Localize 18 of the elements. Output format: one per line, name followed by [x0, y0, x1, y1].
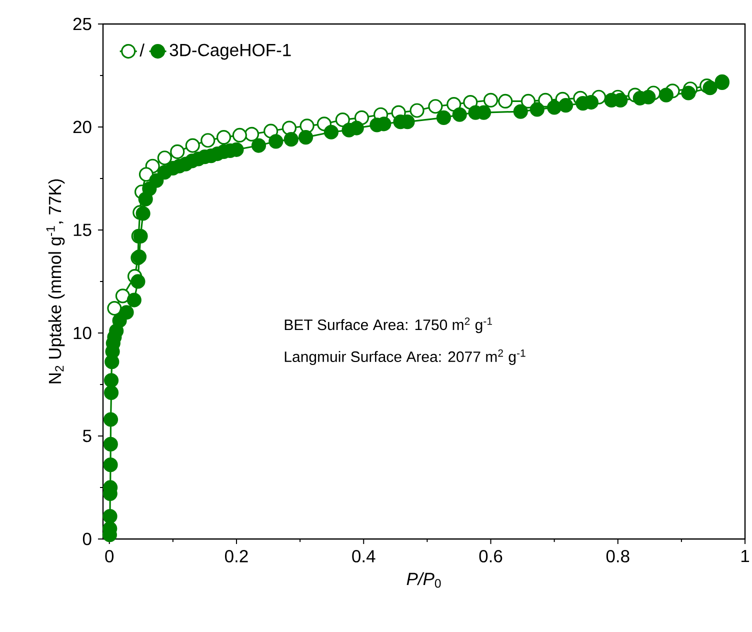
x-tick-label: 0.8 — [606, 550, 630, 562]
x-tick-label: 0.2 — [225, 550, 248, 562]
y-tick-label: 15 — [74, 224, 92, 236]
y-tick-label: 0 — [82, 532, 92, 546]
annotation: Langmuir Surface Area: 2077 m$^{2}$ g$^{-1}$ — [284, 349, 526, 366]
x-tick-label: 0 — [105, 550, 114, 562]
x-tick-label: 0.4 — [352, 550, 376, 562]
x-axis-title: P/P$_{0}$ — [406, 572, 441, 588]
y-tick-label: 10 — [74, 326, 92, 340]
y-tick-label: 25 — [73, 18, 92, 30]
x-tick-label: 1 — [741, 550, 750, 562]
y-tick-label: 20 — [73, 120, 92, 134]
x-tick-label: 0.6 — [479, 550, 502, 562]
y-tick-label: 5 — [82, 430, 92, 442]
annotation: BET Surface Area: 1750 m$^{2}$ g$^{-1}$ — [284, 317, 492, 334]
legend-label: 3D-CageHOF-1 — [170, 44, 291, 60]
y-axis-title: N$_{2}$ Uptake (mmol g$^{-1}$, 77K) — [46, 179, 65, 384]
legend-label: / — [140, 44, 144, 56]
